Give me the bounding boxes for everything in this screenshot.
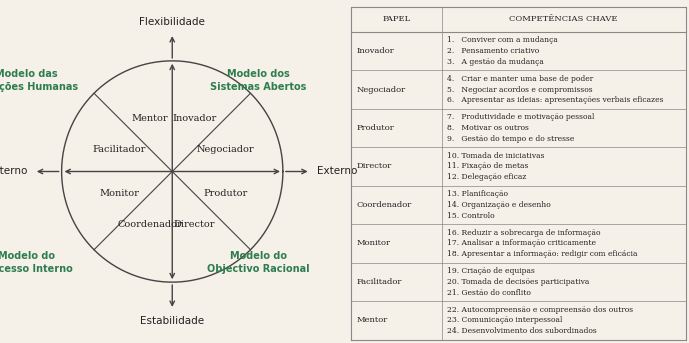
- Text: Modelo do
Processo Interno: Modelo do Processo Interno: [0, 251, 72, 274]
- Text: 10. Tomada de iniciativas: 10. Tomada de iniciativas: [446, 152, 544, 160]
- Text: Director: Director: [357, 163, 392, 170]
- Text: Facilitador: Facilitador: [92, 145, 146, 154]
- Text: Negociador: Negociador: [357, 85, 406, 94]
- Text: 9.   Gestão do tempo e do stresse: 9. Gestão do tempo e do stresse: [446, 135, 574, 143]
- Text: 3.   A gestão da mudança: 3. A gestão da mudança: [446, 58, 544, 66]
- Text: Estabilidade: Estabilidade: [140, 317, 205, 327]
- Text: Externo: Externo: [317, 166, 358, 177]
- Text: 17. Analisar a informação criticamente: 17. Analisar a informação criticamente: [446, 239, 596, 247]
- Text: Monitor: Monitor: [99, 189, 139, 198]
- Text: Interno: Interno: [0, 166, 28, 177]
- Text: 13. Planificação: 13. Planificação: [446, 190, 508, 198]
- Text: Mentor: Mentor: [132, 114, 169, 123]
- Text: 2.   Pensamento criativo: 2. Pensamento criativo: [446, 47, 539, 55]
- Text: 18. Apresentar a informação: redigir com eficácia: 18. Apresentar a informação: redigir com…: [446, 250, 637, 258]
- Text: 4.   Criar e manter uma base de poder: 4. Criar e manter uma base de poder: [446, 75, 593, 83]
- Text: 15. Controlo: 15. Controlo: [446, 212, 495, 220]
- Text: 20. Tomada de decisões participativa: 20. Tomada de decisões participativa: [446, 278, 589, 286]
- Text: 21. Gestão do conflito: 21. Gestão do conflito: [446, 289, 531, 297]
- Text: 23. Comunicação interpessoal: 23. Comunicação interpessoal: [446, 316, 562, 324]
- Text: Negociador: Negociador: [196, 145, 254, 154]
- Text: 12. Delegação eficaz: 12. Delegação eficaz: [446, 173, 526, 181]
- Text: Inovador: Inovador: [172, 114, 216, 123]
- Text: 16. Reduzir a sobrecarga de informação: 16. Reduzir a sobrecarga de informação: [446, 229, 600, 237]
- Text: 6.   Apresentar as ideias: apresentações verbais eficazes: 6. Apresentar as ideias: apresentações v…: [446, 96, 664, 104]
- Text: 14. Organização e desenho: 14. Organização e desenho: [446, 201, 551, 209]
- Text: 22. Autocompreensão e compreensão dos outros: 22. Autocompreensão e compreensão dos ou…: [446, 306, 633, 314]
- Text: 19. Criação de equipas: 19. Criação de equipas: [446, 267, 535, 275]
- Text: Flexibilidade: Flexibilidade: [139, 16, 205, 26]
- Text: PAPEL: PAPEL: [382, 15, 411, 23]
- Text: COMPETÊNCIAS CHAVE: COMPETÊNCIAS CHAVE: [509, 15, 618, 23]
- Text: Modelo do
Objectivo Racional: Modelo do Objectivo Racional: [207, 251, 310, 274]
- Text: Mentor: Mentor: [357, 316, 388, 324]
- Text: 7.   Produtividade e motivação pessoal: 7. Produtividade e motivação pessoal: [446, 113, 594, 121]
- Text: Inovador: Inovador: [357, 47, 394, 55]
- Text: Director: Director: [174, 220, 215, 229]
- Text: 11. Fixação de metas: 11. Fixação de metas: [446, 163, 528, 170]
- Text: Coordenador: Coordenador: [357, 201, 412, 209]
- Text: Produtor: Produtor: [203, 189, 247, 198]
- Text: Facilitador: Facilitador: [357, 278, 402, 286]
- Text: Monitor: Monitor: [357, 239, 391, 247]
- Text: 1.   Conviver com a mudança: 1. Conviver com a mudança: [446, 36, 557, 44]
- Text: Modelo dos
Sistemas Abertos: Modelo dos Sistemas Abertos: [210, 69, 307, 92]
- Text: Coordenador: Coordenador: [118, 220, 183, 229]
- Text: 24. Desenvolvimento dos subordinados: 24. Desenvolvimento dos subordinados: [446, 327, 597, 335]
- Text: Produtor: Produtor: [357, 124, 394, 132]
- Text: 8.   Motivar os outros: 8. Motivar os outros: [446, 124, 528, 132]
- Text: Modelo das
Relações Humanas: Modelo das Relações Humanas: [0, 69, 78, 92]
- Text: 5.   Negociar acordos e compromissos: 5. Negociar acordos e compromissos: [446, 85, 593, 94]
